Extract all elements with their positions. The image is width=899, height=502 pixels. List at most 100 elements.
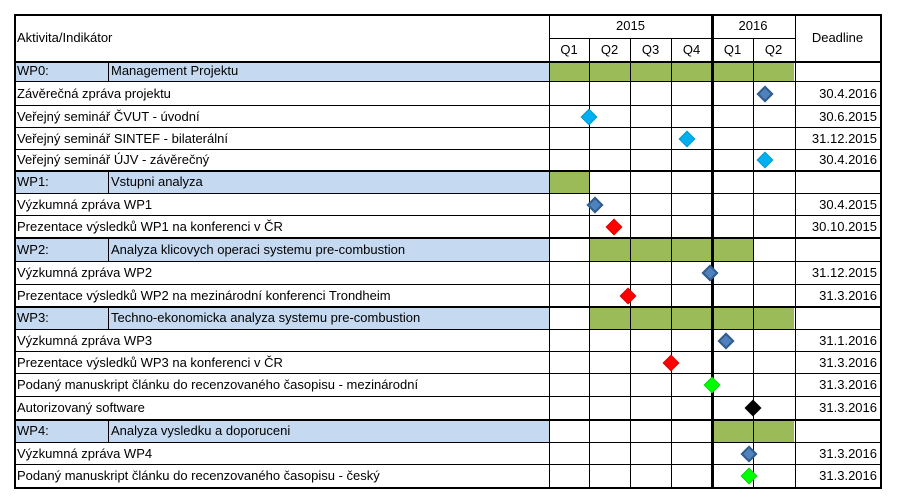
milestone-diamond-cyan xyxy=(678,130,696,147)
task-name: Výzkumná zpráva WP2 xyxy=(17,265,153,280)
header-quarter: Q4 xyxy=(682,42,701,57)
wp-row-background xyxy=(14,420,549,442)
wp-row-background xyxy=(14,307,549,329)
grid-hline xyxy=(14,61,880,63)
task-deadline: 31.3.2016 xyxy=(819,400,877,415)
grid-hline xyxy=(14,419,880,421)
grid-vline xyxy=(108,307,109,329)
task-deadline: 31.12.2015 xyxy=(811,265,877,280)
grid-vline xyxy=(14,14,16,489)
task-name: Výzkumná zpráva WP3 xyxy=(17,332,153,348)
header-quarter: Q2 xyxy=(764,42,783,57)
wp-code: WP1: xyxy=(17,174,49,189)
milestone-diamond-blue xyxy=(756,85,774,102)
grid-vline xyxy=(795,14,796,487)
grid-vline xyxy=(549,14,550,487)
milestone-diamond-blue xyxy=(717,332,735,349)
task-deadline: 31.3.2016 xyxy=(819,445,877,461)
grid-hline xyxy=(14,193,880,194)
task-deadline: 31.12.2015 xyxy=(811,130,877,146)
milestone-diamond-black xyxy=(744,399,762,417)
grid-hline xyxy=(14,14,880,16)
task-deadline: 30.6.2015 xyxy=(819,108,877,124)
task-deadline: 31.3.2016 xyxy=(819,354,877,370)
grid-vline xyxy=(108,61,109,81)
grid-vline xyxy=(880,14,882,489)
task-deadline: 31.3.2016 xyxy=(819,287,877,303)
wp-name: Vstupni analyza xyxy=(111,174,203,189)
grid-vline xyxy=(671,38,672,487)
grid-hline xyxy=(14,105,880,106)
task-name: Podaný manuskript článku do recenzovanéh… xyxy=(17,377,419,392)
task-name: Autorizovaný software xyxy=(17,400,145,415)
wp-row-background xyxy=(14,238,549,261)
task-name: Prezentace výsledků WP3 na konferenci v … xyxy=(17,354,283,370)
grid-hline xyxy=(14,81,880,82)
grid-hline xyxy=(14,487,880,489)
wp-name: Management Projektu xyxy=(111,63,239,78)
task-deadline: 30.4.2015 xyxy=(819,196,877,212)
task-deadline: 31.1.2016 xyxy=(819,332,877,348)
task-deadline: 31.3.2016 xyxy=(819,468,877,483)
grid-hline xyxy=(14,396,880,397)
task-name: Prezentace výsledků WP2 na mezinárodní k… xyxy=(17,287,391,303)
milestone-diamond-blue xyxy=(701,264,719,282)
grid-hline xyxy=(14,237,880,239)
wp-code: WP4: xyxy=(17,423,49,438)
task-deadline: 30.10.2015 xyxy=(811,218,877,234)
wp-row-background xyxy=(14,61,549,81)
task-name: Veřejný seminář SINTEF - bilaterální xyxy=(17,130,228,146)
task-name: Veřejný seminář ČVUT - úvodní xyxy=(17,108,200,124)
wp-bar xyxy=(589,308,794,329)
wp-name: Techno-ekonomicka analyza systemu pre-co… xyxy=(111,310,421,325)
header-quarter: Q1 xyxy=(560,42,578,57)
header-quarter: Q1 xyxy=(723,42,742,57)
header-year-2016: 2016 xyxy=(738,18,768,33)
milestone-diamond-cyan xyxy=(580,108,598,125)
wp-bar xyxy=(549,172,589,193)
grid-vline xyxy=(108,171,109,193)
grid-hline xyxy=(14,442,880,443)
task-deadline: 31.3.2016 xyxy=(819,377,877,392)
wp-code: WP0: xyxy=(17,63,49,78)
wp-code: WP2: xyxy=(17,241,49,257)
wp-name: Analyza vysledku a doporuceni xyxy=(111,423,291,438)
grid-hline xyxy=(14,306,880,308)
task-name: Veřejný seminář ÚJV - závěrečný xyxy=(17,152,210,167)
grid-hline xyxy=(14,215,880,216)
header-quarter: Q3 xyxy=(641,42,660,57)
header-quarter: Q2 xyxy=(600,42,619,57)
grid-hline xyxy=(14,373,880,374)
grid-hline xyxy=(549,38,795,39)
milestone-diamond-green xyxy=(703,376,721,394)
grid-hline xyxy=(14,464,880,465)
task-deadline: 30.4.2016 xyxy=(819,152,877,167)
header-activity-label: Aktivita/Indikátor xyxy=(17,29,113,45)
milestone-diamond-green xyxy=(740,467,758,485)
wp-row-background xyxy=(14,171,549,193)
task-name: Podaný manuskript článku do recenzovanéh… xyxy=(17,468,380,483)
grid-hline xyxy=(14,261,880,262)
grid-vline xyxy=(108,238,109,261)
grid-vline xyxy=(753,38,754,487)
grid-hline xyxy=(14,284,880,285)
milestone-diamond-red xyxy=(605,218,623,235)
milestone-diamond-red xyxy=(662,354,680,371)
milestone-diamond-cyan xyxy=(756,151,774,169)
grid-hline xyxy=(14,127,880,128)
grid-vline xyxy=(108,420,109,442)
grid-vline xyxy=(711,14,714,487)
header-deadline-label: Deadline xyxy=(811,29,864,45)
grid-hline xyxy=(14,149,880,150)
milestone-diamond-blue xyxy=(740,445,758,462)
grid-vline xyxy=(630,38,631,487)
header-year-2015: 2015 xyxy=(616,18,645,33)
wp-code: WP3: xyxy=(17,310,49,325)
grid-hline xyxy=(14,329,880,330)
task-name: Prezentace výsledků WP1 na konferenci v … xyxy=(17,218,283,234)
grid-hline xyxy=(14,351,880,352)
task-deadline: 30.4.2016 xyxy=(819,85,877,101)
grid-vline xyxy=(589,38,590,487)
task-name: Výzkumná zpráva WP1 xyxy=(17,196,153,212)
